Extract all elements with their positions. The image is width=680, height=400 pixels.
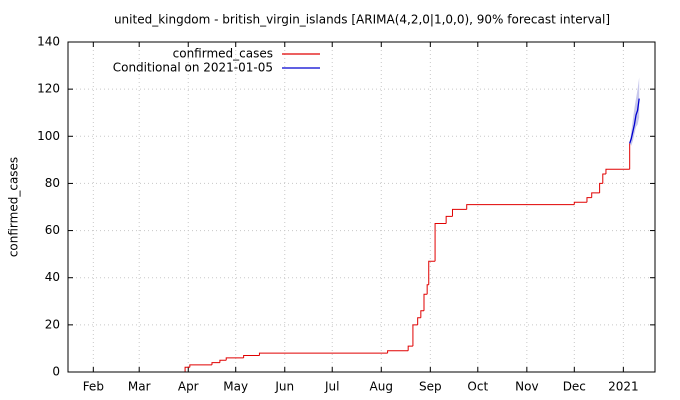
legend-label: confirmed_cases bbox=[173, 47, 273, 61]
step-segment bbox=[387, 350, 409, 354]
x-tick-label: Jul bbox=[324, 380, 339, 394]
x-tick-label: Aug bbox=[370, 380, 393, 394]
step-segment bbox=[189, 364, 212, 368]
x-tick-label: Sep bbox=[419, 380, 442, 394]
step-segment bbox=[407, 345, 413, 351]
chart-title: united_kingdom - british_virgin_islands … bbox=[114, 13, 610, 27]
x-tick-label: Nov bbox=[515, 380, 538, 394]
forecast-interval bbox=[629, 77, 640, 146]
x-tick-label: May bbox=[223, 380, 248, 394]
step-segment bbox=[451, 208, 467, 217]
x-tick-label: Mar bbox=[128, 380, 151, 394]
step-segment bbox=[225, 357, 244, 361]
step-segment bbox=[573, 201, 587, 205]
step-segment bbox=[184, 366, 190, 372]
step-segment bbox=[591, 192, 600, 198]
y-tick-label: 0 bbox=[52, 365, 60, 379]
x-tick-label: Apr bbox=[178, 380, 199, 394]
y-tick-label: 20 bbox=[45, 317, 60, 331]
step-segment bbox=[420, 310, 424, 318]
step-segment bbox=[445, 215, 453, 224]
legend-label: Conditional on 2021-01-05 bbox=[113, 61, 273, 75]
x-tick-label: Feb bbox=[83, 380, 104, 394]
step-segment bbox=[434, 223, 447, 262]
y-tick-label: 60 bbox=[45, 223, 60, 237]
step-segment bbox=[258, 352, 388, 356]
y-tick-label: 100 bbox=[37, 129, 60, 143]
plot-frame bbox=[67, 41, 656, 373]
x-tick-label: 2021 bbox=[608, 380, 639, 394]
step-segment bbox=[599, 182, 603, 193]
step-segment bbox=[428, 260, 436, 285]
y-tick-label: 40 bbox=[45, 270, 60, 284]
step-segment bbox=[423, 293, 428, 311]
y-tick-label: 140 bbox=[37, 35, 60, 49]
step-segment bbox=[586, 197, 592, 203]
series-line bbox=[629, 98, 640, 144]
y-tick-label: 80 bbox=[45, 176, 60, 190]
step-segment bbox=[219, 359, 227, 363]
x-tick-label: Oct bbox=[467, 380, 488, 394]
y-axis-label: confirmed_cases bbox=[7, 157, 21, 257]
step-segment bbox=[602, 173, 606, 184]
x-tick-label: Jun bbox=[274, 380, 294, 394]
step-segment bbox=[243, 355, 260, 358]
step-segment bbox=[412, 324, 418, 347]
step-segment bbox=[466, 204, 575, 210]
step-segment bbox=[605, 168, 630, 174]
y-tick-label: 120 bbox=[37, 82, 60, 96]
step-segment bbox=[211, 362, 220, 365]
step-segment bbox=[426, 284, 429, 295]
x-tick-label: Dec bbox=[563, 380, 586, 394]
step-segment bbox=[417, 317, 421, 325]
